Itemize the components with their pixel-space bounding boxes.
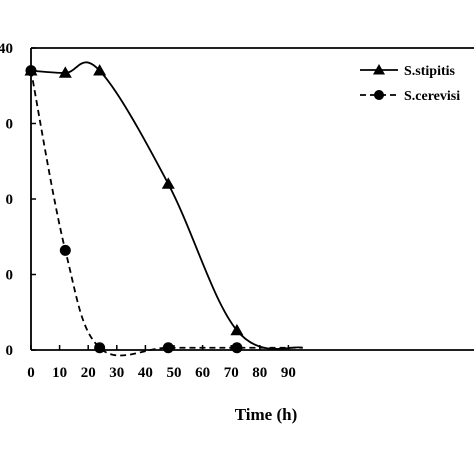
x-tick-label: 90 (281, 365, 296, 381)
x-tick-label: 10 (52, 365, 67, 381)
data-point-circle (231, 342, 243, 354)
legend: S.stipitis S.cerevisi (360, 64, 460, 104)
data-point-triangle (230, 323, 244, 336)
x-tick-label: 50 (167, 365, 182, 381)
y-tick-label: 0 (6, 117, 14, 133)
legend-marker-circle (374, 90, 384, 100)
data-point-circle (94, 342, 106, 354)
x-tick-label: 30 (109, 365, 124, 381)
series-line-1 (30, 61, 303, 350)
data-point-triangle (161, 177, 175, 189)
y-tick-label: 0 (6, 192, 14, 208)
x-tick-label: 40 (138, 365, 153, 381)
x-tick-label: 80 (252, 365, 267, 381)
y-tick-label: 0 (6, 268, 14, 284)
legend-marker-triangle (373, 64, 385, 75)
x-axis-title: Time (h) (235, 405, 298, 424)
x-tick-label: 20 (81, 365, 96, 381)
legend-label: S.cerevisi (404, 89, 460, 104)
y-tick-label: 0 (6, 343, 14, 359)
y-tick-label: 40 (0, 41, 13, 57)
data-point-circle (25, 65, 37, 77)
data-point-triangle (58, 66, 72, 78)
data-point-circle (162, 342, 174, 354)
x-tick-label: 70 (224, 365, 239, 381)
data-point-triangle (93, 64, 107, 76)
x-tick-label: 60 (195, 365, 210, 381)
data-point-circle (59, 244, 71, 256)
series-line-2 (30, 70, 303, 357)
x-tick-label: 0 (27, 365, 35, 381)
legend-label: S.stipitis (404, 64, 456, 79)
